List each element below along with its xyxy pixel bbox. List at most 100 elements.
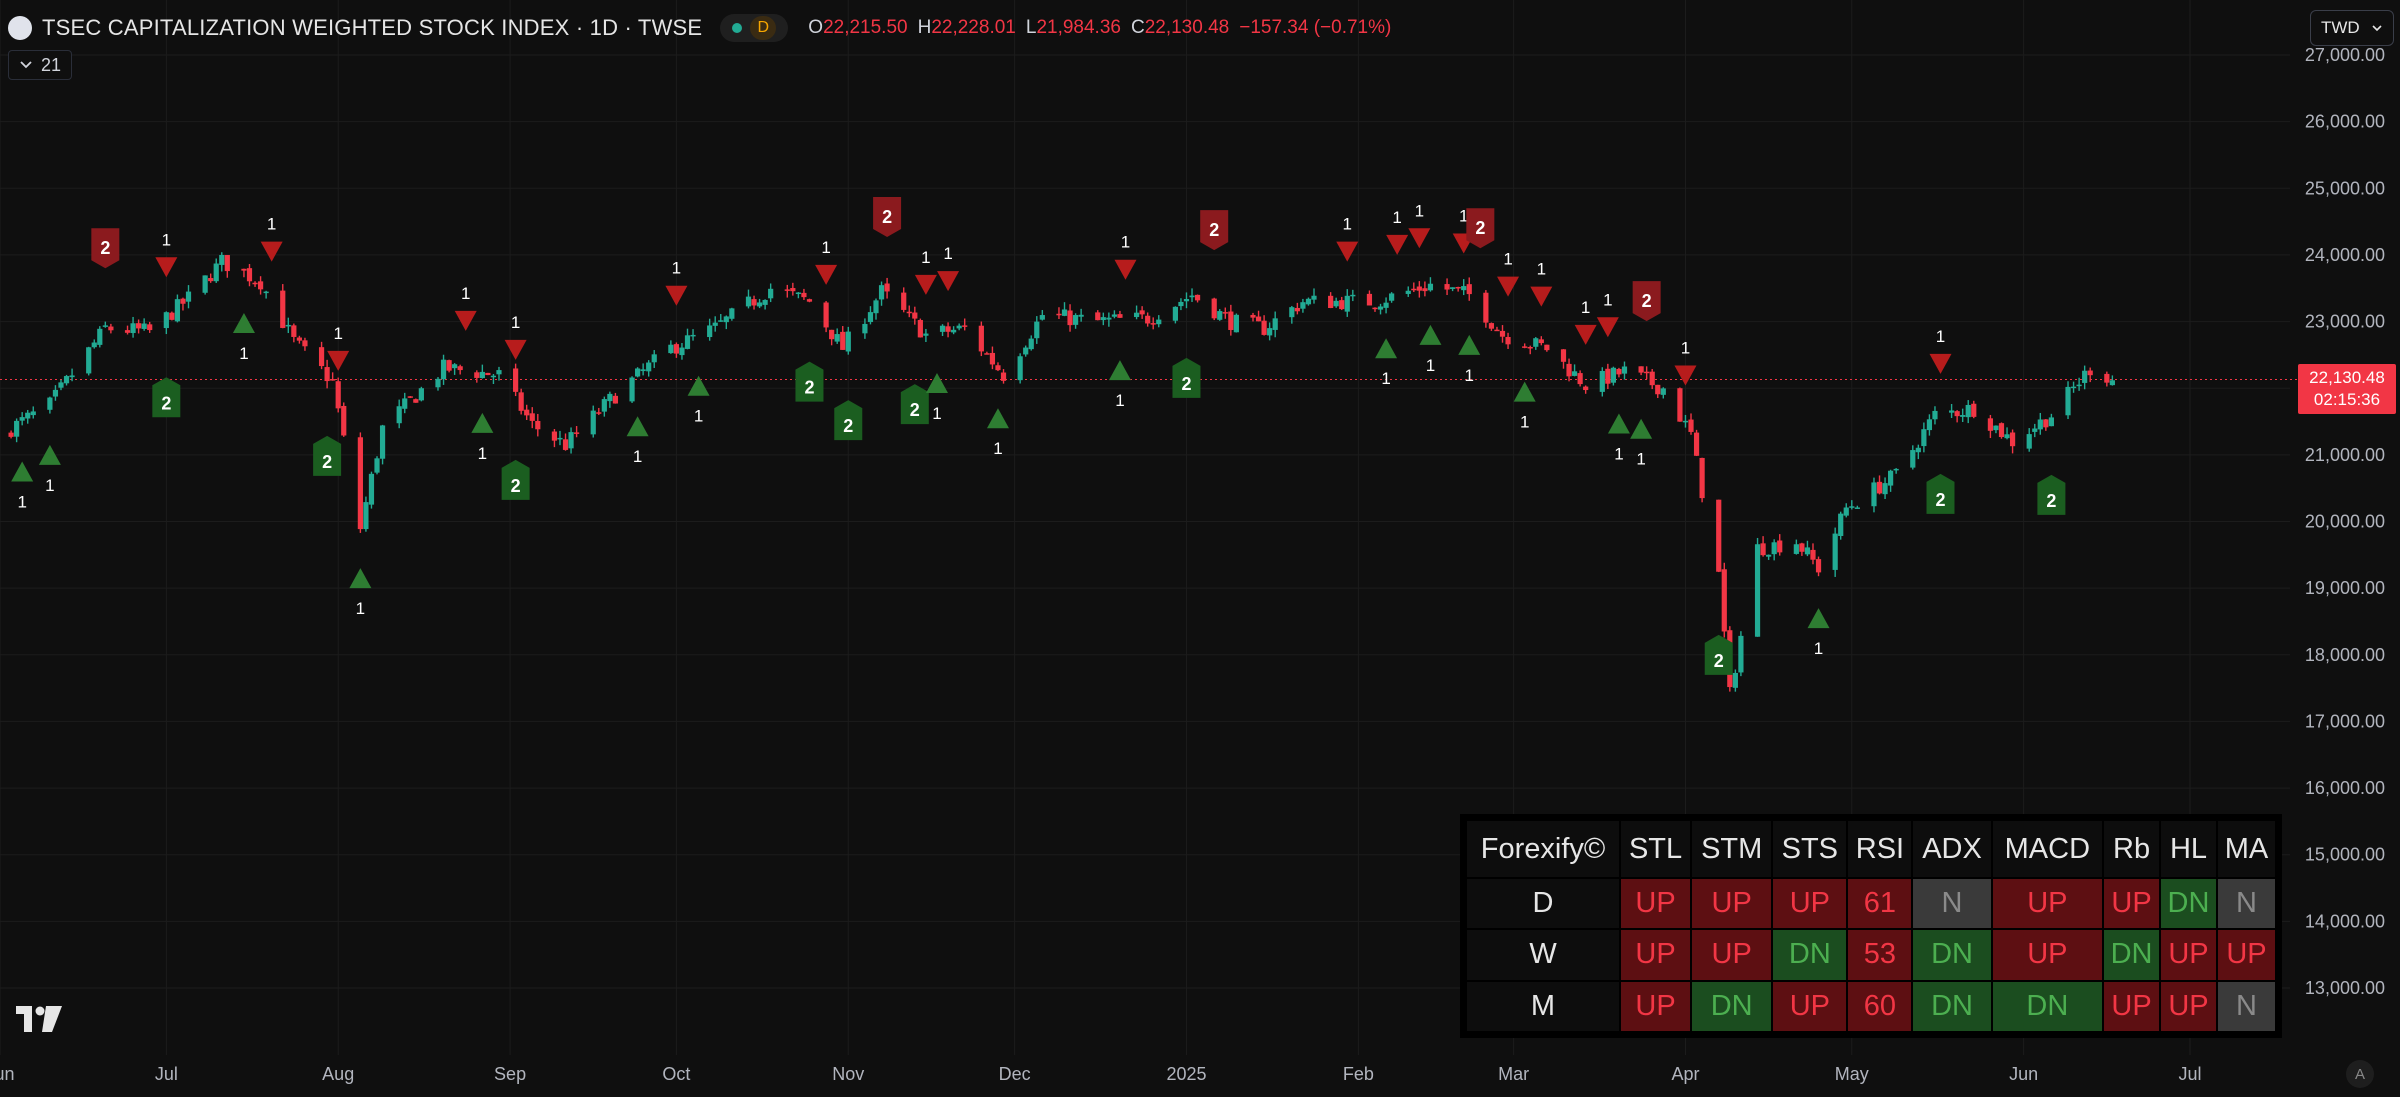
candle-body xyxy=(202,275,208,293)
candle-body xyxy=(1660,388,1666,395)
signal-label: 1 xyxy=(239,344,248,363)
auto-scale-icon[interactable]: A xyxy=(2346,1060,2374,1088)
candle-body xyxy=(1893,468,1899,471)
buy-signal-marker: 1 xyxy=(11,461,34,512)
sell-signal-marker: 1 xyxy=(937,244,960,292)
candle-body xyxy=(1494,329,1500,332)
candle-body xyxy=(551,431,558,441)
tradingview-logo-icon[interactable] xyxy=(16,1004,64,1039)
buy-signal-marker: 1 xyxy=(1458,334,1481,385)
candle-body xyxy=(296,337,302,341)
signal-cell: UP xyxy=(1992,879,2103,929)
candle-body xyxy=(912,312,918,319)
x-tick-label: Jul xyxy=(2178,1064,2201,1084)
currency-select[interactable]: TWD xyxy=(2310,10,2394,46)
candle-body xyxy=(213,263,219,282)
candle-body xyxy=(1605,368,1611,384)
signal-label: 2 xyxy=(804,378,814,398)
sell-signal-marker: 2 xyxy=(1632,281,1661,322)
signal-label: 1 xyxy=(1520,413,1529,432)
y-tick-label: 17,000.00 xyxy=(2305,711,2385,731)
currency-label: TWD xyxy=(2321,18,2360,37)
signal-cell: DN xyxy=(1773,930,1847,980)
buy-signal-marker: 1 xyxy=(925,372,948,423)
candle-body xyxy=(1993,425,1999,431)
candle-body xyxy=(1948,410,1955,413)
signal-cell: N xyxy=(2217,981,2275,1031)
row-label: M xyxy=(1467,981,1619,1031)
candle-body xyxy=(163,312,169,329)
candle-body xyxy=(363,502,369,530)
x-tick-label: Jun xyxy=(2009,1064,2038,1084)
candle-body xyxy=(2032,428,2038,432)
open-key: O xyxy=(808,17,824,38)
candle-body xyxy=(718,320,724,322)
candle-body xyxy=(1688,419,1694,432)
candle-body xyxy=(1461,286,1467,291)
buy-signal-marker: 2 xyxy=(1704,634,1733,675)
candle-body xyxy=(1211,298,1217,319)
candle-body xyxy=(2070,386,2077,389)
candle-body xyxy=(185,291,192,302)
signal-label: 1 xyxy=(1121,233,1130,252)
candle-body xyxy=(1255,316,1262,322)
candle-body xyxy=(14,420,20,437)
candle-body xyxy=(806,299,813,302)
candle-body xyxy=(1716,499,1722,572)
signal-label: 2 xyxy=(322,452,332,472)
candle-body xyxy=(1677,388,1683,422)
candle-body xyxy=(58,382,64,388)
candle-body xyxy=(1466,284,1472,295)
sell-signal-marker: 1 xyxy=(1497,250,1520,297)
candle-body xyxy=(1538,339,1544,344)
x-tick-label: Dec xyxy=(999,1064,1031,1084)
candle-body xyxy=(1056,313,1062,316)
signal-label: 1 xyxy=(356,599,365,618)
signal-label: 1 xyxy=(943,244,952,263)
symbol-title[interactable]: TSEC CAPITALIZATION WEIGHTED STOCK INDEX… xyxy=(42,15,703,40)
sell-signal-marker: 1 xyxy=(1596,290,1619,338)
candle-body xyxy=(1682,420,1689,423)
candle-body xyxy=(413,399,419,403)
candle-body xyxy=(1616,368,1622,375)
candle-body xyxy=(285,324,291,327)
price-axis[interactable]: 13,000.00 14,000.00 15,000.00 16,000.00 17,0… xyxy=(2305,45,2385,998)
y-tick-label: 14,000.00 xyxy=(2305,911,2385,931)
signal-label: 1 xyxy=(1343,215,1352,234)
time-axis[interactable]: Jun Jul Aug Sep Oct Nov Dec 2025 Feb Mar Apr May Jun… xyxy=(0,1064,2202,1084)
x-tick-label: Nov xyxy=(832,1064,864,1084)
table-row: M UP DN UP 60 DN DN UP UP N xyxy=(1467,981,2275,1031)
market-status-pill[interactable]: D xyxy=(720,14,789,42)
candle-body xyxy=(829,329,835,340)
candle-body xyxy=(69,375,75,378)
candle-body xyxy=(1527,347,1533,349)
candle-body xyxy=(224,255,230,272)
buy-signal-marker: 2 xyxy=(1172,357,1201,398)
candle-body xyxy=(1644,371,1650,374)
candle-body xyxy=(1444,284,1450,290)
candle-body xyxy=(1522,346,1528,348)
y-tick-label: 13,000.00 xyxy=(2305,978,2385,998)
candle-body xyxy=(446,360,452,371)
sell-signal-marker: 1 xyxy=(1386,208,1409,255)
signal-label: 2 xyxy=(1935,490,1945,510)
candle-body xyxy=(1294,307,1300,312)
row-label: W xyxy=(1467,930,1619,980)
candle-body xyxy=(1411,288,1417,291)
candle-body xyxy=(1499,330,1506,337)
candle-body xyxy=(302,340,308,347)
signal-label: 1 xyxy=(821,238,830,257)
candle-body xyxy=(2109,380,2115,386)
indicators-toggle-button[interactable]: 21 xyxy=(8,50,73,80)
signal-cell: N xyxy=(2217,879,2275,929)
last-price: 22,130.48 xyxy=(2309,368,2385,387)
candle-body xyxy=(529,413,535,421)
candle-body xyxy=(1261,320,1267,335)
candle-body xyxy=(518,392,524,411)
signal-label: 2 xyxy=(1181,374,1191,394)
candle-body xyxy=(873,300,879,314)
candle-body xyxy=(1771,542,1777,555)
signal-cell: UP xyxy=(2217,930,2275,980)
buy-signal-marker: 1 xyxy=(1807,608,1830,658)
